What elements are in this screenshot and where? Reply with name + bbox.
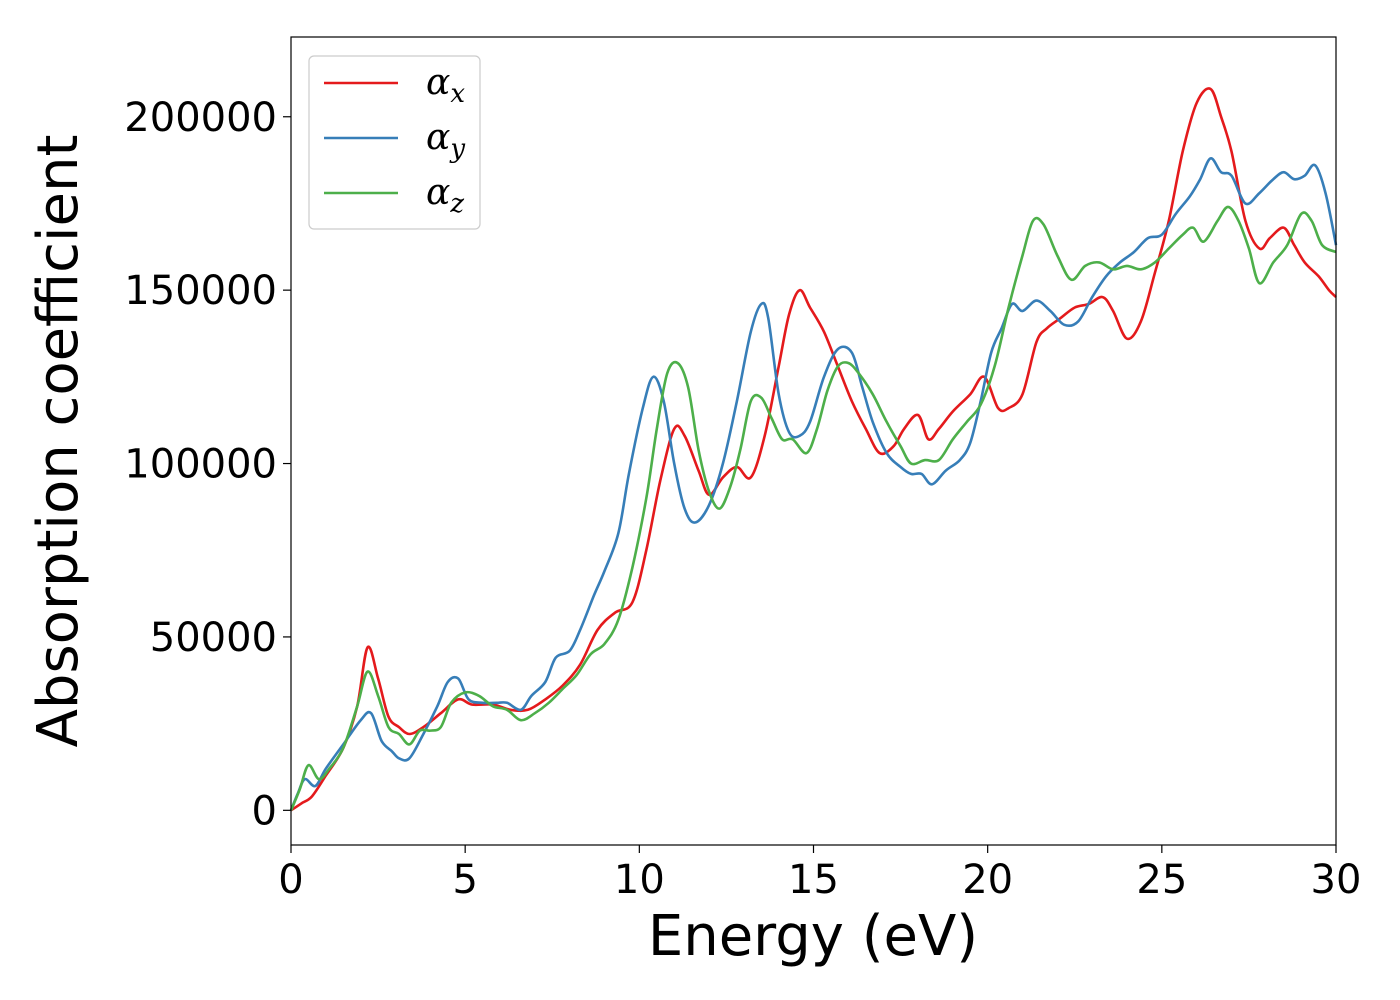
- y-tick-label: 100000: [124, 442, 277, 488]
- legend: αx αy αz: [308, 55, 481, 230]
- x-tick-label: 5: [452, 857, 477, 903]
- y-tick-label: 200000: [124, 95, 277, 141]
- y-tick-label: 0: [252, 788, 277, 834]
- x-tick-label: 30: [1311, 857, 1362, 903]
- legend-label-y: αy: [426, 117, 465, 164]
- series-line-y: [289, 157, 1338, 811]
- x-axis-title: Energy (eV): [648, 904, 978, 969]
- legend-label-z: αz: [426, 172, 464, 219]
- x-axis-ticks: 0 5 10 15 20 25 30: [278, 845, 1361, 903]
- x-tick-label: 25: [1136, 857, 1187, 903]
- x-tick-label: 10: [614, 857, 665, 903]
- y-tick-label: 150000: [124, 268, 277, 314]
- x-tick-label: 15: [788, 857, 839, 903]
- series-line-z: [289, 205, 1337, 811]
- series-layer: [289, 87, 1338, 812]
- x-tick-label: 20: [962, 857, 1013, 903]
- y-tick-label: 50000: [150, 615, 277, 661]
- legend-box: [308, 55, 481, 230]
- y-axis-title: Absorption coefficient: [26, 135, 91, 748]
- x-tick-label: 0: [278, 857, 303, 903]
- legend-label-x: αx: [426, 62, 465, 109]
- y-axis-ticks: 0 50000 100000 150000 200000: [124, 95, 291, 834]
